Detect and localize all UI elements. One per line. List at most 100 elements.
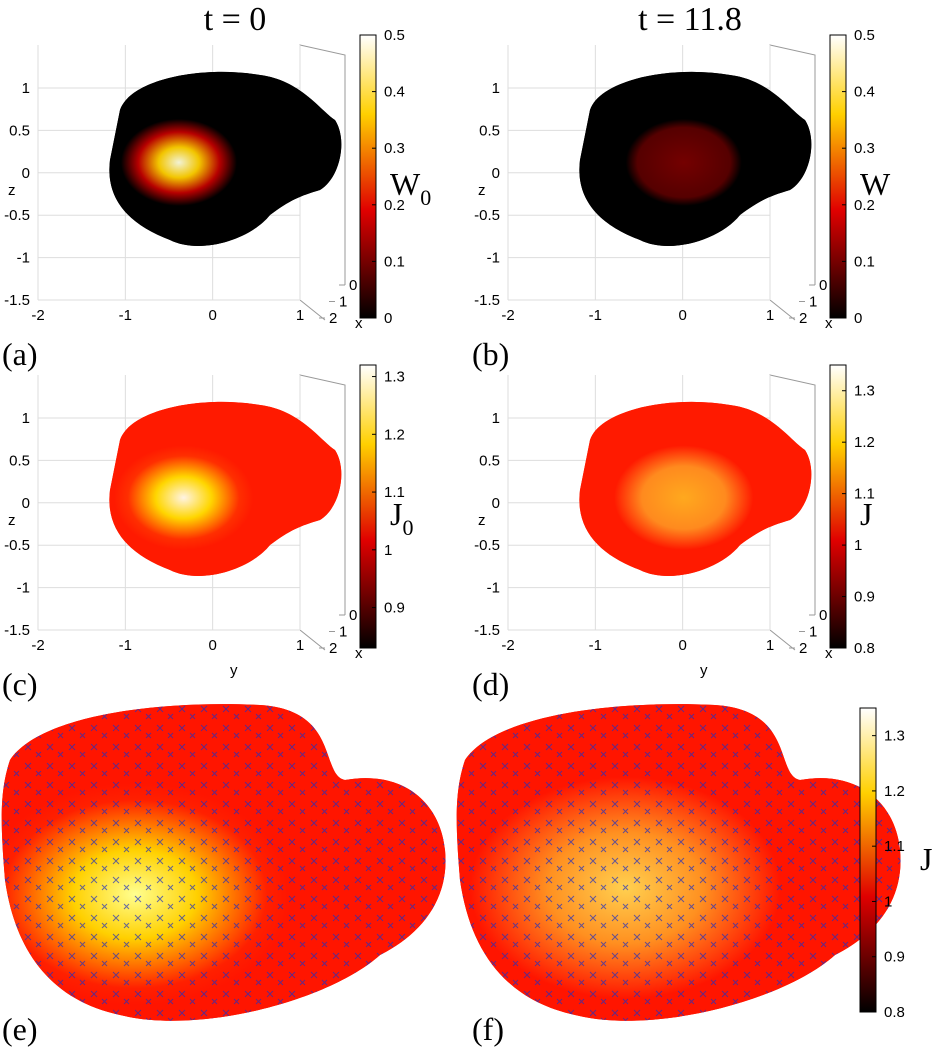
- z-tick-label: 0.5: [479, 122, 500, 139]
- z-tick-label: 1: [22, 80, 30, 97]
- colorbar-tick-label: 0.5: [854, 27, 875, 44]
- colorbar-tick-label: 1.2: [884, 783, 905, 800]
- x-axis-label: x: [355, 645, 363, 662]
- z-tick-label: -0.5: [4, 207, 30, 224]
- z-tick-label: 0: [492, 165, 500, 182]
- colorbar-tick-label: 1: [854, 537, 862, 554]
- y-tick-label: -1: [119, 307, 132, 324]
- colorbar-tick-label: 0.1: [854, 253, 875, 270]
- y-tick-label: 1: [296, 637, 304, 654]
- x-axis-label: x: [825, 645, 833, 662]
- x-tick-label: 2: [329, 640, 337, 657]
- x-axis-label: x: [355, 315, 363, 332]
- x-axis-label: x: [825, 315, 833, 332]
- x-tick-label: 0: [819, 607, 827, 624]
- colorbar-tick-label: 1.2: [384, 426, 405, 443]
- y-tick-label: -1: [589, 637, 602, 654]
- y-tick-label: 1: [766, 637, 774, 654]
- y-axis-label: y: [230, 662, 238, 679]
- y-tick-label: 0: [678, 637, 686, 654]
- z-tick-label: 0.5: [479, 452, 500, 469]
- y-tick-label: -1: [589, 307, 602, 324]
- x-tick-label: 1: [809, 294, 817, 311]
- column-title: t = 11.8: [638, 1, 742, 38]
- colorbar-tick-label: 1: [384, 542, 392, 559]
- z-tick-label: -1.5: [4, 292, 30, 309]
- colorbar-tick-label: 1.3: [884, 728, 905, 745]
- colorbar-tick-label: 1.1: [384, 484, 405, 501]
- colorbar-tick-label: 0.8: [854, 640, 875, 657]
- surface-spot: [579, 71, 812, 246]
- y-tick-label: 1: [296, 307, 304, 324]
- colorbar-tick-label: 0.9: [854, 589, 875, 606]
- colorbar-tick-label: 0.4: [854, 84, 875, 101]
- z-tick-label: 0.5: [9, 122, 30, 139]
- colorbar-tick-label: 0.2: [384, 197, 405, 214]
- colorbar: [829, 364, 847, 649]
- y-tick-label: 0: [678, 307, 686, 324]
- z-tick-label: -0.5: [474, 207, 500, 224]
- colorbar-label: W: [860, 166, 891, 202]
- colorbar-tick-label: 0: [384, 310, 392, 327]
- x-tick-label: 2: [799, 310, 807, 327]
- x-tick-label: 1: [339, 294, 347, 311]
- colorbar: [829, 34, 847, 319]
- y-tick-label: -2: [501, 307, 514, 324]
- z-tick-label: -1: [487, 250, 500, 267]
- colorbar-tick-label: 0: [854, 310, 862, 327]
- x-tick-label: 1: [809, 624, 817, 641]
- z-tick-label: -0.5: [474, 537, 500, 554]
- colorbar-tick-label: 0.3: [384, 140, 405, 157]
- colorbar: [359, 34, 377, 319]
- surface-panel: [456, 704, 901, 1021]
- surface-panel: [1, 704, 446, 1021]
- z-axis-label: z: [8, 182, 16, 199]
- z-axis-label: z: [8, 512, 16, 529]
- x-tick-label: 2: [329, 310, 337, 327]
- panel-label: (f): [472, 1011, 504, 1047]
- colorbar-tick-label: 1.3: [854, 383, 875, 400]
- panel-label: (e): [2, 1011, 38, 1047]
- z-tick-label: 1: [22, 410, 30, 427]
- colorbar-label: J: [920, 841, 932, 877]
- x-tick-label: 0: [819, 277, 827, 294]
- z-tick-label: 0: [492, 495, 500, 512]
- colorbar-tick-label: 0.9: [384, 600, 405, 617]
- z-tick-label: 0: [22, 165, 30, 182]
- colorbar-tick-label: 0.5: [384, 27, 405, 44]
- colorbar-tick-label: 0.3: [854, 140, 875, 157]
- column-title: t = 0: [204, 1, 267, 38]
- z-tick-label: -1.5: [4, 622, 30, 639]
- colorbar-tick-label: 0.4: [384, 84, 405, 101]
- x-tick-label: 1: [339, 624, 347, 641]
- z-tick-label: -1.5: [474, 292, 500, 309]
- z-tick-label: 0.5: [9, 452, 30, 469]
- x-tick-label: 0: [349, 277, 357, 294]
- colorbar-label: J0: [390, 496, 413, 540]
- y-tick-label: 0: [208, 637, 216, 654]
- colorbar-label: W0: [390, 166, 431, 210]
- colorbar-tick-label: 1.1: [884, 838, 905, 855]
- colorbar-tick-label: 0.2: [854, 197, 875, 214]
- surface-spot: [109, 71, 342, 246]
- z-tick-label: 1: [492, 80, 500, 97]
- colorbar-tick-label: 1.1: [854, 486, 875, 503]
- surface-vectors: [456, 704, 901, 1021]
- x-tick-label: 0: [349, 607, 357, 624]
- surface-spot: [109, 401, 342, 576]
- panel-label: (d): [472, 666, 509, 702]
- z-tick-label: -1: [487, 580, 500, 597]
- z-tick-label: -1: [17, 250, 30, 267]
- y-tick-label: 0: [208, 307, 216, 324]
- y-tick-label: -1: [119, 637, 132, 654]
- colorbar-tick-label: 1: [884, 893, 892, 910]
- z-tick-label: -1: [17, 580, 30, 597]
- colorbar-tick-label: 0.9: [884, 949, 905, 966]
- surface-spot: [579, 401, 812, 576]
- z-axis-label: z: [478, 182, 486, 199]
